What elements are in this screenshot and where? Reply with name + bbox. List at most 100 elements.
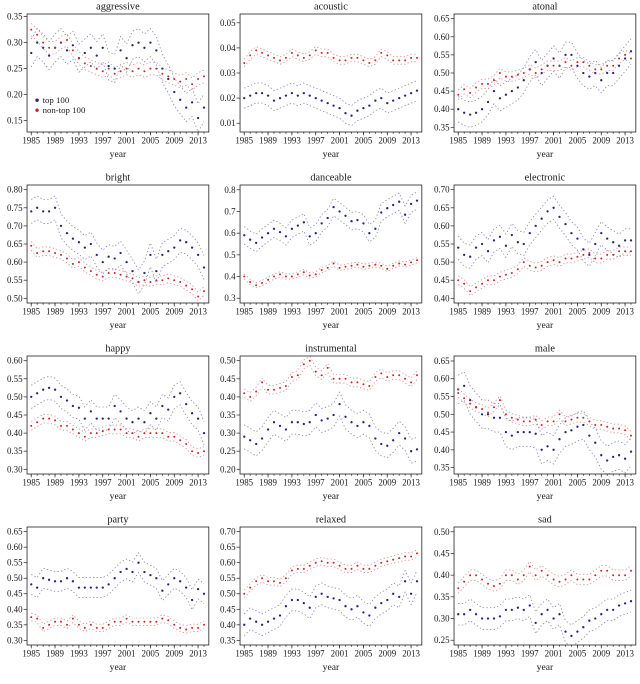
data-point	[558, 215, 561, 219]
data-point	[149, 573, 152, 577]
data-point	[462, 613, 465, 616]
x-tick-label: 2001	[331, 649, 349, 659]
data-point	[320, 592, 324, 595]
x-tick-label: 2001	[331, 307, 349, 317]
y-tick-label: 0.3	[225, 293, 237, 303]
data-point	[125, 275, 128, 278]
data-point	[125, 617, 128, 620]
data-point	[273, 580, 276, 583]
y-tick-label: 0.8	[225, 185, 237, 195]
confidence-band-upper	[244, 549, 418, 591]
data-point	[492, 89, 495, 93]
confidence-band-lower	[244, 208, 418, 253]
data-point	[149, 41, 152, 44]
data-point	[107, 428, 110, 431]
data-point	[42, 210, 45, 213]
data-point	[374, 59, 377, 62]
data-point	[404, 437, 407, 440]
data-point	[285, 56, 288, 59]
y-tick-label: 0.60	[220, 558, 236, 568]
y-tick-label: 0.4	[225, 272, 237, 282]
data-point	[59, 253, 62, 256]
y-tick-label: 0.65	[434, 203, 450, 213]
confidence-band-lower	[457, 255, 631, 296]
data-point	[59, 620, 62, 623]
confidence-band-lower	[30, 55, 205, 132]
y-tick-label: 0.5	[225, 250, 237, 260]
data-point	[546, 261, 549, 264]
data-point	[510, 574, 513, 577]
series-top-100	[30, 375, 206, 445]
y-tick-label: 0.40	[434, 570, 450, 580]
subplot-aggressive: aggressive 1985 1989 1993 1997 2001 2005 2009 20…	[0, 0, 213, 171]
data-point	[155, 49, 158, 52]
data-point	[623, 574, 626, 577]
data-point	[552, 64, 555, 67]
data-point	[202, 592, 206, 595]
data-point	[54, 419, 57, 422]
y-tick-label: 0.30	[7, 38, 23, 48]
data-point	[95, 626, 98, 629]
data-point	[273, 275, 276, 278]
data-point	[279, 424, 282, 428]
y-tick-label: 0.75	[7, 203, 23, 213]
x-tick-label: 1997	[307, 649, 325, 659]
x-tick-label: 1993	[497, 136, 515, 146]
data-point	[53, 388, 57, 391]
data-point	[599, 79, 603, 82]
data-point	[255, 91, 258, 95]
data-point	[380, 264, 383, 267]
y-tick-label: 0.45	[434, 427, 450, 437]
data-point	[516, 86, 519, 89]
data-point	[629, 239, 632, 242]
data-point	[546, 445, 549, 448]
data-point	[137, 67, 140, 70]
data-point	[344, 605, 347, 608]
data-point	[338, 402, 342, 406]
x-tick-label: 2009	[379, 307, 397, 317]
x-tick-label: 2013	[616, 649, 634, 659]
series-top-100	[456, 589, 632, 645]
data-point	[131, 277, 134, 280]
data-point	[89, 623, 92, 626]
series-top-100	[30, 195, 206, 295]
data-point	[185, 586, 188, 589]
data-point	[617, 604, 620, 607]
x-tick-label: 2013	[616, 478, 634, 488]
data-point	[468, 255, 471, 258]
data-point	[137, 561, 140, 564]
y-tick-label: 0.60	[434, 32, 450, 42]
data-point	[492, 585, 495, 587]
data-point	[197, 78, 200, 80]
chart-relaxed: relaxed 1985 1989 1993 1997 2001 2005 2009 2013 0…	[220, 515, 423, 673]
y-tick-label: 0.40	[220, 620, 236, 630]
data-point	[404, 555, 407, 558]
data-point	[243, 392, 246, 395]
data-point	[303, 271, 306, 274]
legend-label: top 100	[43, 95, 70, 105]
data-point	[462, 580, 465, 583]
y-tick-label: 0.25	[434, 635, 450, 645]
data-point	[36, 206, 39, 209]
data-point	[285, 235, 288, 238]
x-tick-label: 2009	[379, 136, 397, 146]
data-point	[185, 284, 188, 287]
chart-title: male	[535, 344, 555, 355]
data-point	[575, 64, 579, 67]
x-tick-label: 2001	[118, 649, 136, 659]
data-point	[89, 242, 92, 246]
data-point	[576, 578, 579, 581]
data-point	[528, 68, 531, 71]
data-point	[404, 377, 407, 380]
chart-title: relaxed	[316, 515, 347, 526]
data-point	[498, 615, 501, 618]
x-tick-label: 2009	[592, 649, 610, 659]
axis-ticks	[450, 189, 632, 307]
x-tick-label: 2005	[142, 478, 160, 488]
axis-label-year: year	[110, 491, 127, 502]
data-point	[374, 263, 377, 266]
data-point	[125, 67, 128, 70]
confidence-band-lower	[244, 100, 418, 127]
data-point	[492, 79, 495, 82]
